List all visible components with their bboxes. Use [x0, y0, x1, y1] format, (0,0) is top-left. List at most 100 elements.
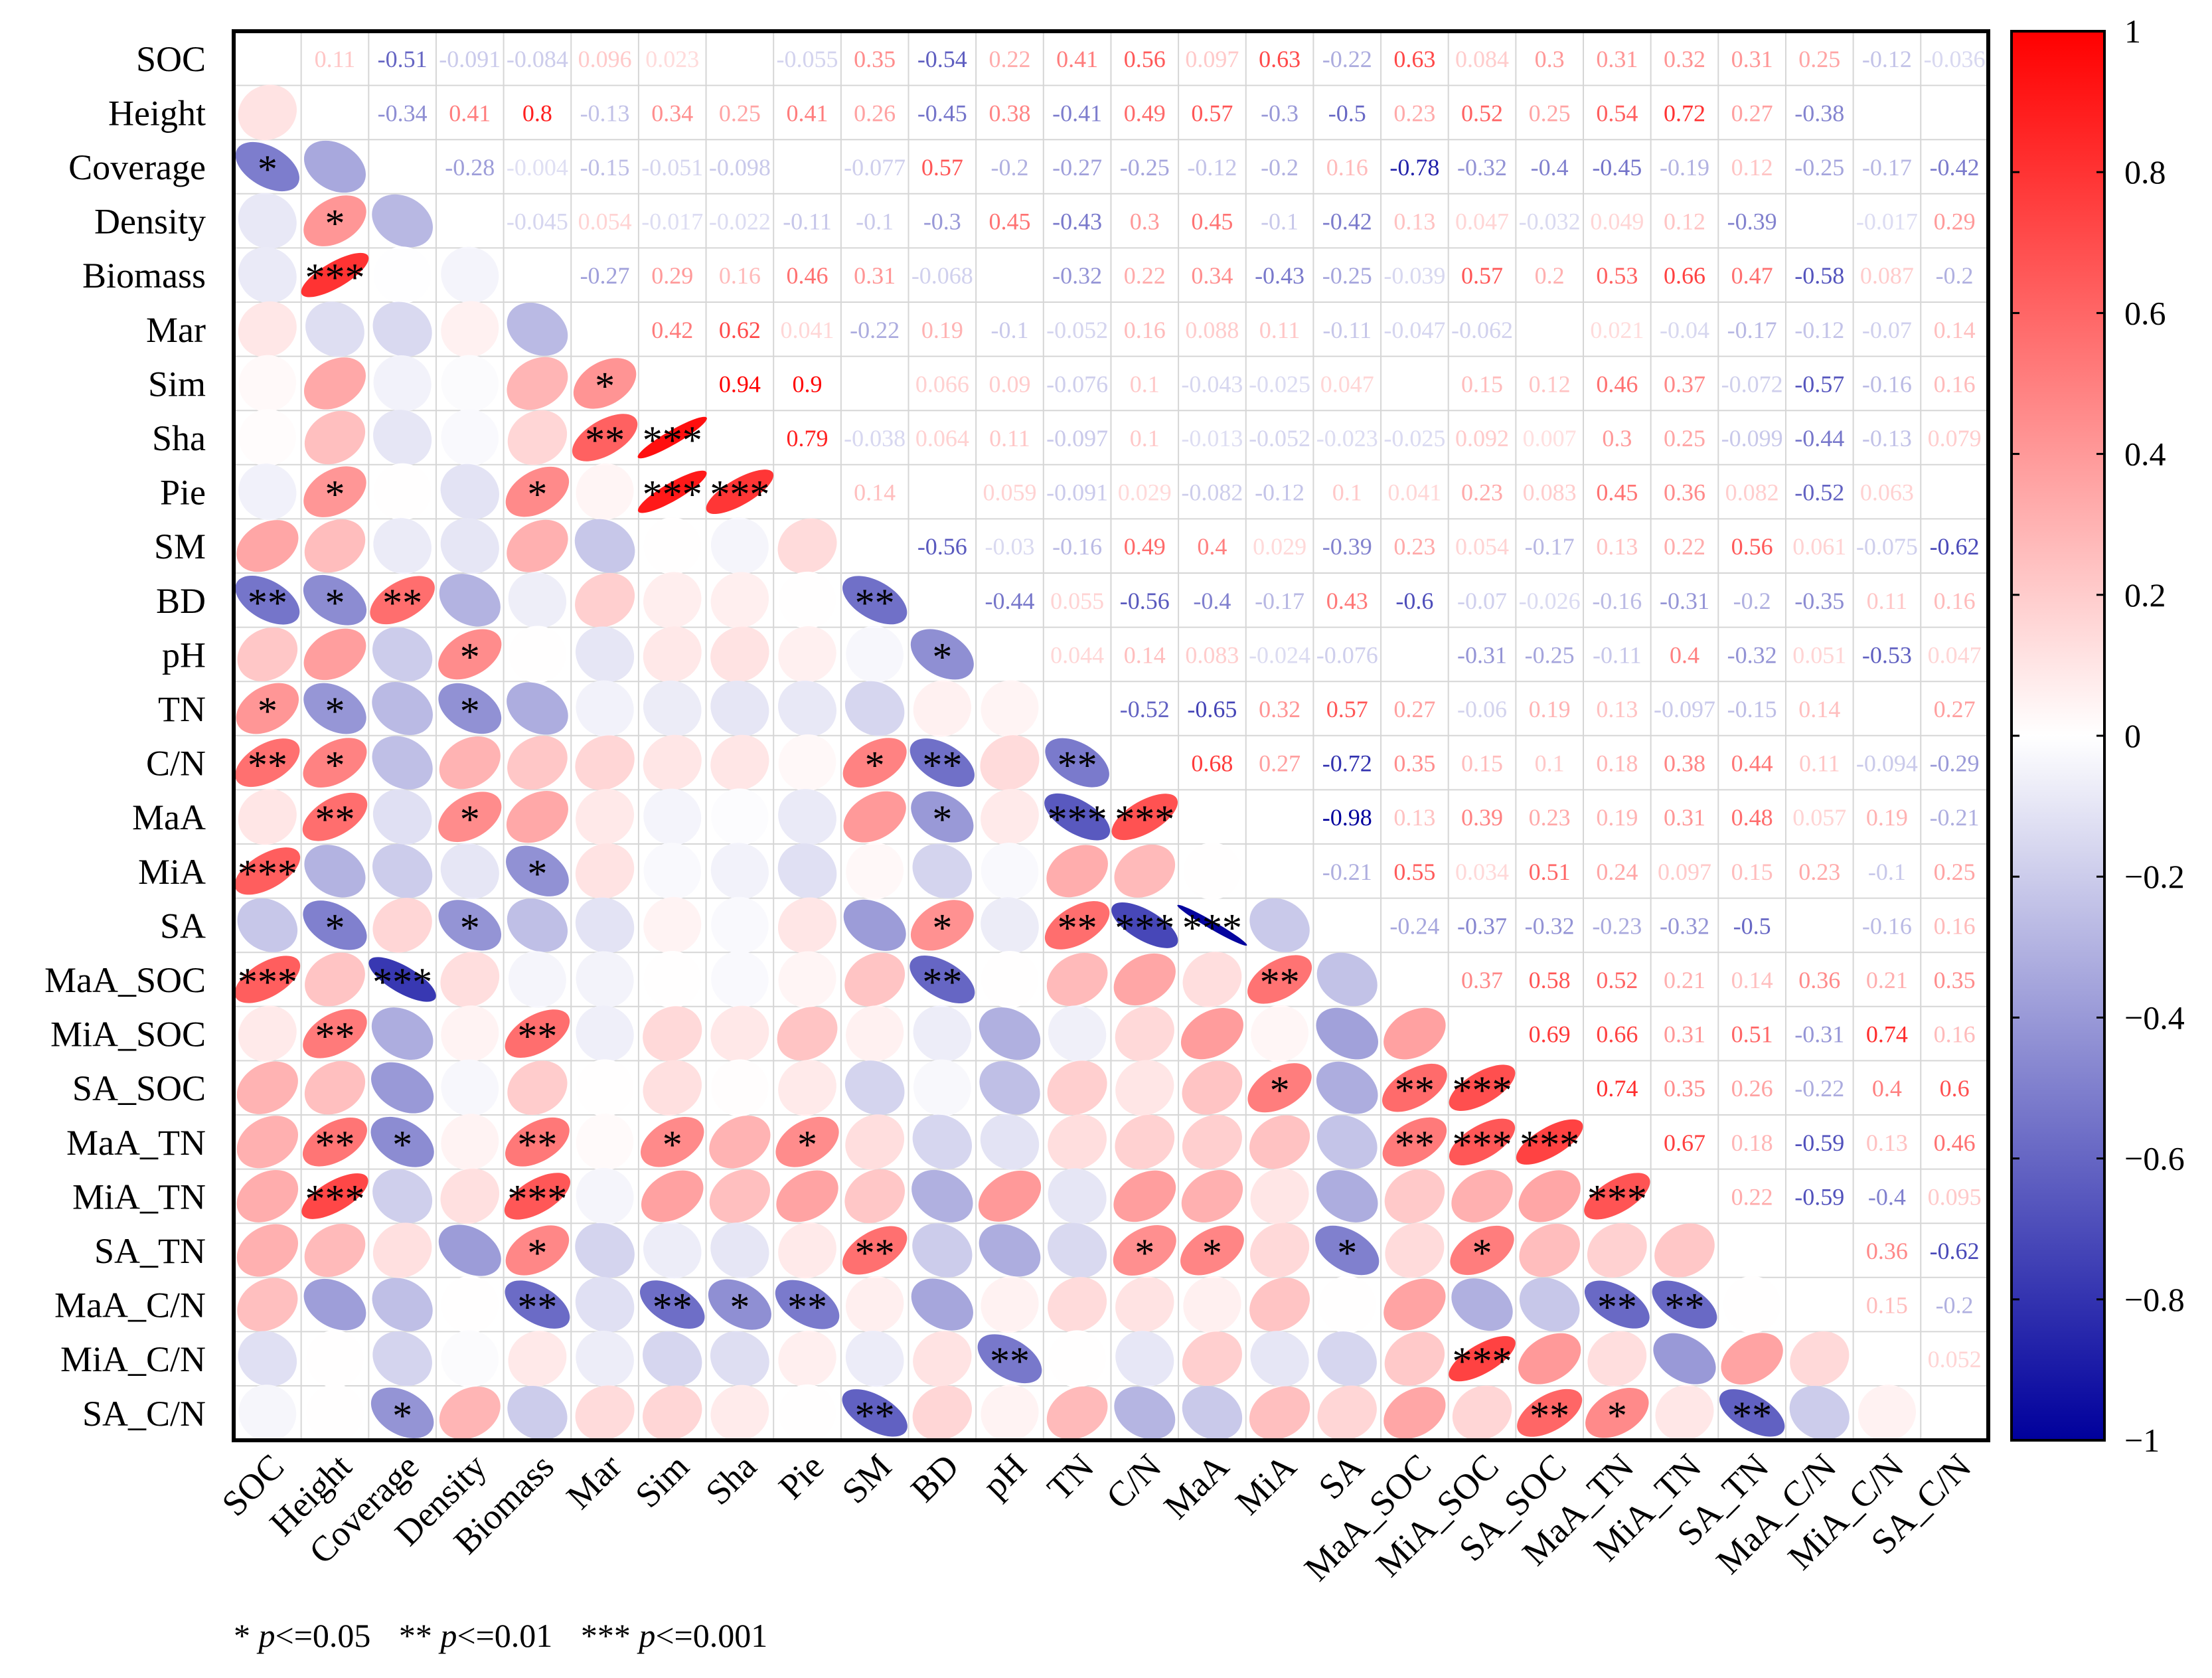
- corr-ellipse: [370, 1387, 434, 1438]
- corr-value: 0.064: [915, 425, 969, 452]
- footnote-star-2: **: [399, 1617, 432, 1654]
- significance-star: ***: [1048, 797, 1107, 841]
- corr-value: -0.091: [439, 46, 501, 72]
- significance-star: **: [922, 744, 962, 788]
- significance-star: *: [325, 744, 345, 788]
- significance-star: **: [1058, 744, 1097, 788]
- corr-ellipse: [1046, 953, 1108, 1006]
- corr-value: -0.56: [1120, 588, 1170, 614]
- corr-value: 0.16: [1124, 317, 1166, 343]
- corr-ellipse: [237, 627, 298, 681]
- corr-value: 0.15: [1461, 750, 1503, 777]
- row-label: MaA_TN: [66, 1123, 206, 1163]
- corr-ellipse: [641, 1117, 704, 1167]
- corr-ellipse: [1384, 1331, 1445, 1386]
- corr-value: 0.54: [1596, 100, 1638, 126]
- corr-value: 0.19: [1596, 804, 1638, 831]
- corr-ellipse: [505, 1280, 570, 1329]
- corr-value: 0.051: [1792, 641, 1846, 668]
- footnote-star-1: *: [234, 1617, 250, 1654]
- corr-ellipse: [505, 1117, 570, 1167]
- corr-value: 0.35: [1393, 750, 1435, 777]
- corr-ellipse: [778, 951, 836, 1008]
- corr-ellipse: [305, 301, 364, 357]
- corr-value: -0.42: [1930, 154, 1980, 181]
- corr-value: -0.025: [1249, 371, 1310, 397]
- corr-ellipse: [507, 357, 568, 410]
- corr-ellipse: [236, 1224, 299, 1277]
- corr-value: 0.18: [1731, 1130, 1773, 1156]
- corr-ellipse: [441, 1276, 499, 1333]
- significance-star: *: [325, 906, 345, 950]
- corr-value: 0.18: [1596, 750, 1638, 777]
- corr-ellipse: [844, 1169, 905, 1223]
- significance-star: **: [855, 581, 895, 625]
- corr-value: 0.1: [1130, 371, 1160, 397]
- corr-ellipse: [441, 246, 499, 303]
- corr-ellipse: [508, 1331, 567, 1387]
- corr-ellipse: [1111, 794, 1178, 841]
- corr-ellipse: [441, 1059, 499, 1116]
- corr-value: 0.29: [1934, 209, 1976, 235]
- corr-value: 0.25: [1798, 46, 1840, 72]
- corr-value: -0.59: [1794, 1183, 1844, 1210]
- corr-ellipse: [1182, 1114, 1242, 1169]
- corr-ellipse: [710, 1331, 769, 1386]
- corr-ellipse: [303, 628, 366, 681]
- corr-value: 0.14: [1798, 696, 1840, 722]
- corr-ellipse: [643, 843, 701, 900]
- corr-ellipse: [1048, 1005, 1107, 1062]
- significance-star: **: [517, 1123, 557, 1167]
- colorbar-tick-label: 0.2: [2124, 576, 2166, 614]
- corr-value: 0.2: [1535, 262, 1565, 289]
- corr-ellipse: [1182, 1331, 1242, 1386]
- corr-ellipse: [574, 519, 635, 573]
- corr-value: -0.17: [1862, 154, 1912, 181]
- corr-ellipse: [1182, 952, 1242, 1007]
- significance-star: *: [258, 147, 277, 191]
- corr-ellipse: [778, 1222, 836, 1279]
- significance-star: *: [663, 1123, 682, 1167]
- corr-ellipse: [709, 1116, 771, 1169]
- corr-value: -0.07: [1457, 588, 1507, 614]
- corr-ellipse: [1721, 1333, 1783, 1385]
- significance-star: **: [585, 418, 625, 462]
- footnote-threshold-2: <=0.01: [457, 1617, 552, 1654]
- corr-ellipse: [576, 1059, 634, 1117]
- significance-star: **: [1395, 1123, 1435, 1167]
- corr-value: 0.68: [1191, 750, 1233, 777]
- significance-star: *: [1607, 1394, 1627, 1438]
- corr-value: -0.043: [1181, 371, 1243, 397]
- corr-value: 0.66: [1664, 262, 1705, 289]
- corr-ellipse: [710, 1222, 769, 1278]
- corr-value: 0.11: [315, 46, 356, 72]
- corr-value: 0.29: [651, 262, 693, 289]
- row-label: Height: [108, 93, 206, 133]
- significance-star: ***: [1453, 1123, 1512, 1167]
- corr-ellipse: [507, 410, 568, 465]
- corr-ellipse: [1183, 842, 1241, 900]
- significance-star: *: [527, 473, 547, 517]
- corr-ellipse: [913, 1005, 972, 1062]
- significance-star: **: [315, 1123, 355, 1167]
- corr-ellipse: [1857, 1384, 1916, 1442]
- corr-value: 0.12: [1731, 154, 1773, 181]
- colorbar-tick-label: −0.2: [2124, 858, 2185, 895]
- corr-value: 0.12: [1529, 371, 1571, 397]
- corr-ellipse: [1519, 1223, 1580, 1278]
- corr-value: 0.26: [854, 100, 896, 126]
- corr-value: -0.052: [1046, 317, 1108, 343]
- corr-value: 0.4: [1670, 641, 1699, 668]
- corr-ellipse: [372, 843, 433, 898]
- corr-ellipse: [979, 1007, 1041, 1060]
- corr-value: -0.35: [1794, 588, 1844, 614]
- significance-star: **: [1530, 1394, 1569, 1438]
- corr-ellipse: [643, 951, 701, 1008]
- corr-ellipse: [234, 956, 301, 1003]
- row-label: MaA_SOC: [44, 960, 206, 1000]
- corr-ellipse: [236, 520, 299, 572]
- footnote-threshold-3: <=0.001: [655, 1617, 767, 1654]
- corr-value: 0.23: [1798, 859, 1840, 885]
- corr-value: -0.44: [985, 588, 1034, 614]
- corr-ellipse: [238, 247, 297, 303]
